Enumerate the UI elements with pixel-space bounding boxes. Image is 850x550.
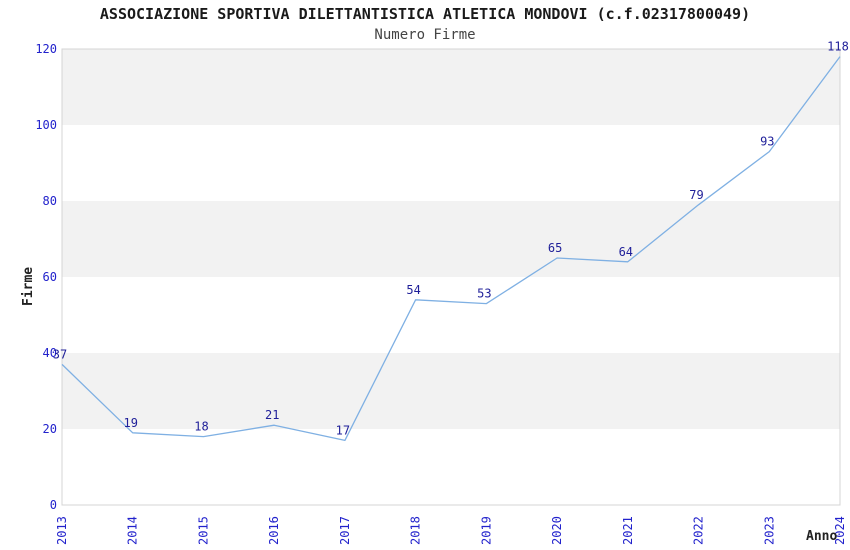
data-point-label: 79 xyxy=(689,188,703,202)
chart-title: ASSOCIAZIONE SPORTIVA DILETTANTISTICA AT… xyxy=(99,5,751,23)
y-tick-label: 60 xyxy=(43,270,57,284)
data-point-label: 93 xyxy=(760,135,774,149)
data-point-label: 53 xyxy=(477,287,491,301)
data-point-label: 64 xyxy=(619,245,633,259)
x-tick-label: 2023 xyxy=(762,516,776,545)
x-tick-label: 2020 xyxy=(550,516,564,545)
series-line xyxy=(61,56,841,442)
data-point-label: 17 xyxy=(336,423,350,437)
x-tick-label: 2014 xyxy=(126,516,140,545)
data-point-label: 19 xyxy=(123,416,137,430)
x-tick-label: 2016 xyxy=(267,516,281,545)
data-point-label: 37 xyxy=(53,347,67,361)
y-tick-label: 120 xyxy=(35,42,57,56)
y-axis-title: Firme xyxy=(21,267,36,306)
data-point-label: 21 xyxy=(265,408,279,422)
y-tick-label: 20 xyxy=(43,422,57,436)
grid-band xyxy=(62,49,840,125)
y-tick-label: 80 xyxy=(43,194,57,208)
x-tick-label: 2015 xyxy=(197,516,211,545)
y-tick-label: 40 xyxy=(43,346,57,360)
x-tick-label: 2017 xyxy=(338,516,352,545)
x-tick-label: 2013 xyxy=(55,516,69,545)
x-tick-label: 2024 xyxy=(833,516,847,545)
grid-band xyxy=(62,353,840,429)
data-point-label: 18 xyxy=(194,420,208,434)
plot-border xyxy=(61,48,841,506)
grid-band xyxy=(62,201,840,277)
x-tick-label: 2021 xyxy=(621,516,635,545)
y-tick-label: 0 xyxy=(50,498,57,512)
chart-subtitle: Numero Firme xyxy=(374,27,476,43)
x-tick-label: 2018 xyxy=(409,516,423,545)
data-point-label: 118 xyxy=(827,40,849,54)
x-axis-title: Anno xyxy=(806,529,838,544)
data-point-label: 54 xyxy=(406,283,420,297)
x-tick-label: 2019 xyxy=(479,516,493,545)
x-tick-label: 2022 xyxy=(692,516,706,545)
data-point-label: 65 xyxy=(548,241,562,255)
y-tick-label: 100 xyxy=(35,118,57,132)
